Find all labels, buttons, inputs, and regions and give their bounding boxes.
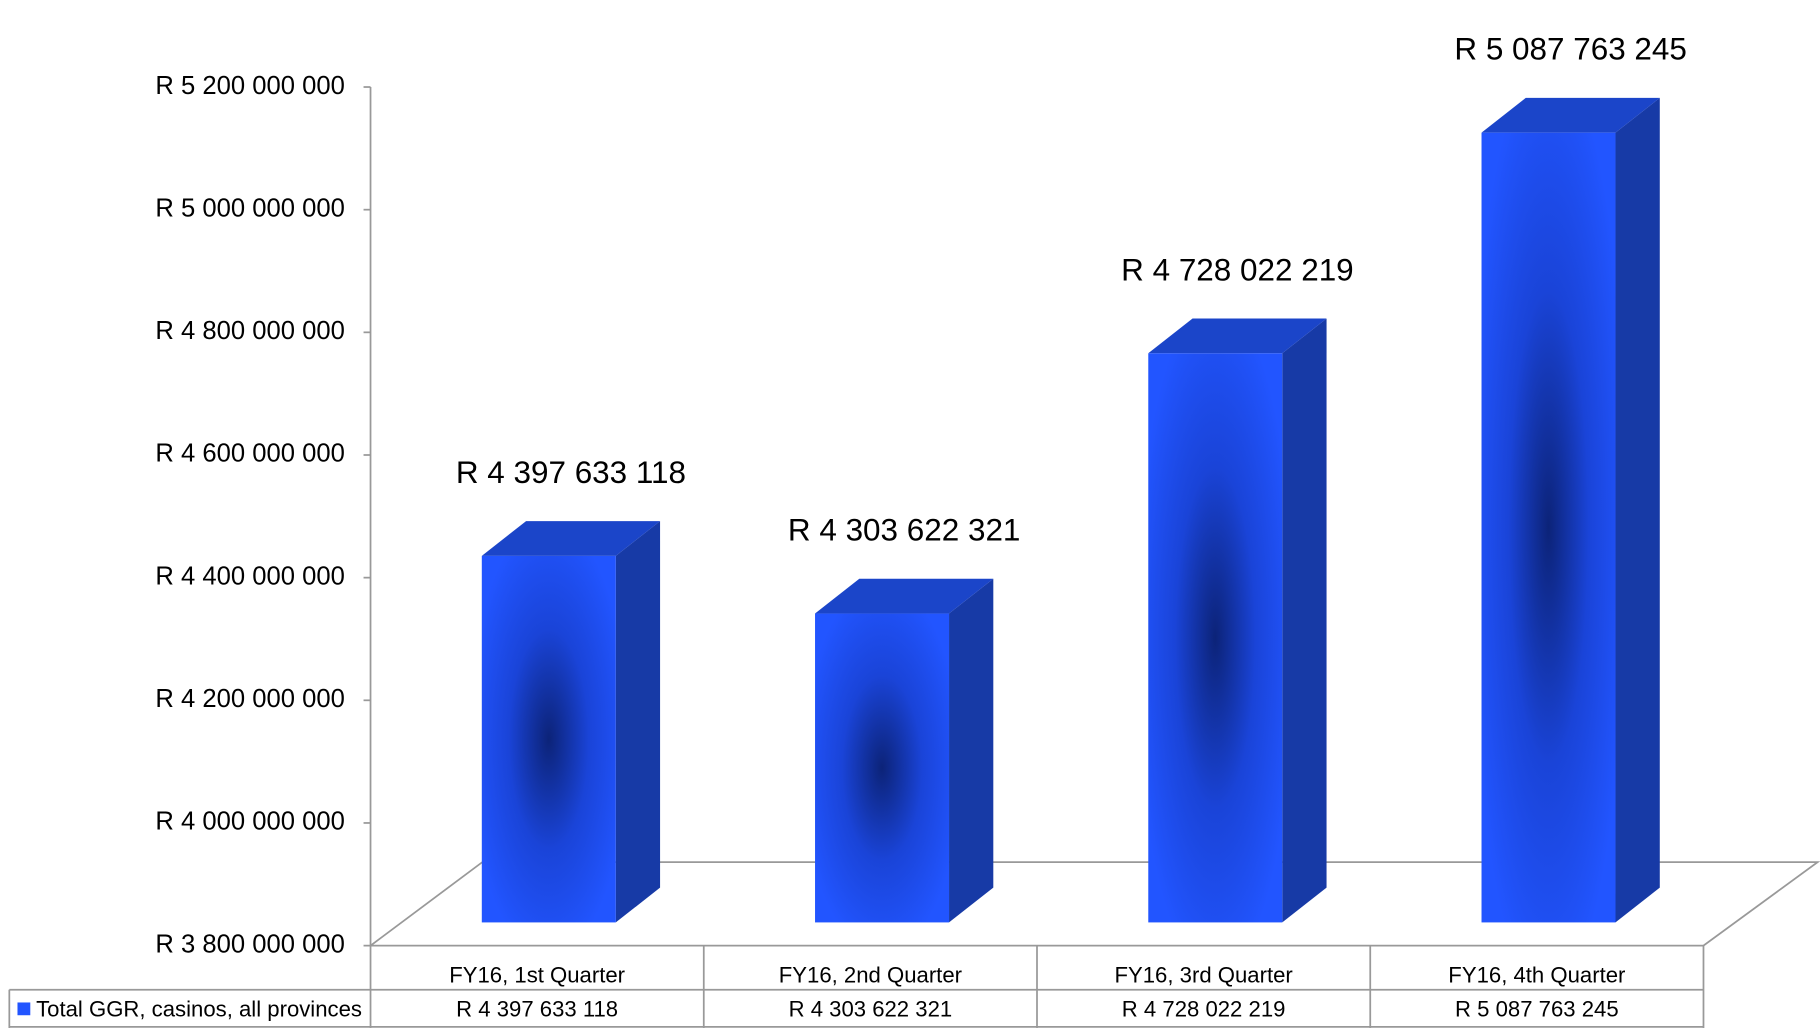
- bar-top: [481, 521, 661, 556]
- x-tick-label: FY16, 2nd Quarter: [779, 963, 962, 988]
- y-tick-label: R 4 200 000 000: [155, 685, 344, 713]
- table-value: R 4 397 633 118: [456, 996, 618, 1021]
- bar-side: [1282, 318, 1327, 923]
- y-tick-label: R 4 600 000 000: [155, 440, 344, 468]
- bar-top: [815, 578, 994, 614]
- y-tick-label: R 4 800 000 000: [155, 317, 344, 345]
- table-value: R 4 303 622 321: [789, 996, 953, 1021]
- table-value: R 5 087 763 245: [1455, 996, 1619, 1021]
- data-label: R 4 397 633 118: [456, 455, 686, 490]
- floor: [367, 861, 1820, 947]
- data-label: R 4 728 022 219: [1121, 252, 1354, 287]
- bar: [815, 613, 950, 923]
- data-label: R 4 303 622 321: [788, 513, 1021, 548]
- bar-top: [1148, 318, 1327, 354]
- x-tick-label: FY16, 4th Quarter: [1448, 963, 1625, 988]
- legend-label: Total GGR, casinos, all provinces: [36, 996, 362, 1021]
- y-tick-label: R 5 000 000 000: [155, 194, 344, 222]
- y-tick-label: R 5 200 000 000: [155, 72, 344, 100]
- data-label: R 5 087 763 245: [1454, 32, 1687, 67]
- bar: [481, 555, 616, 923]
- bar-top: [1481, 97, 1660, 133]
- x-tick-label: FY16, 1st Quarter: [449, 963, 625, 988]
- bar: [1481, 132, 1616, 923]
- legend-swatch: [17, 1002, 31, 1016]
- y-tick-label: R 4 400 000 000: [155, 562, 344, 590]
- y-tick-label: R 3 800 000 000: [155, 930, 344, 958]
- table-value: R 4 728 022 219: [1122, 996, 1286, 1021]
- bar-side: [1615, 97, 1660, 923]
- bar-side: [949, 578, 994, 923]
- y-tick-label: R 4 000 000 000: [155, 808, 344, 836]
- bar: [1148, 353, 1283, 923]
- x-tick-label: FY16, 3rd Quarter: [1114, 963, 1292, 988]
- bar-side: [615, 521, 661, 923]
